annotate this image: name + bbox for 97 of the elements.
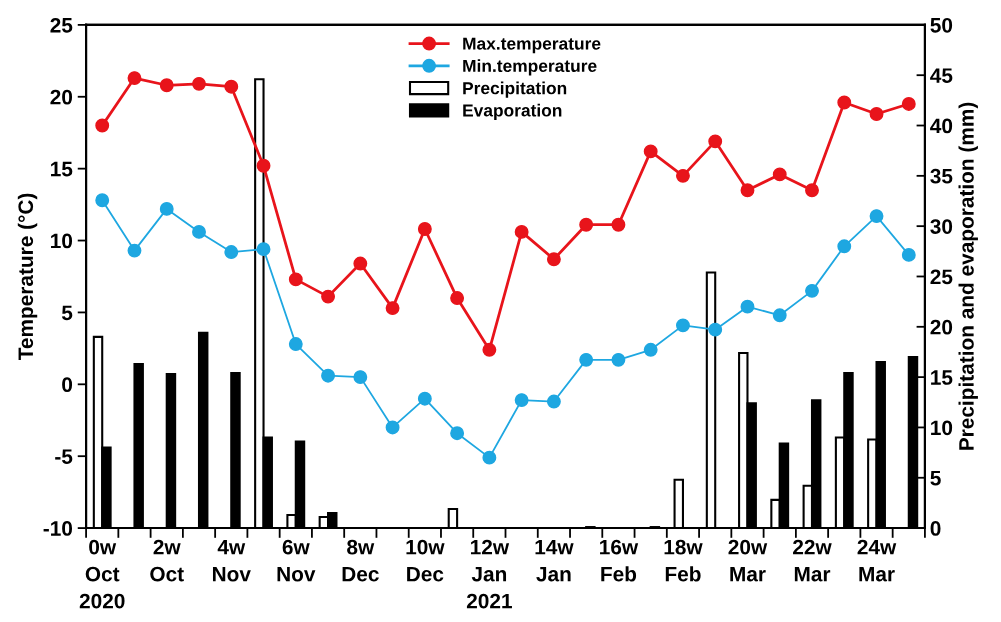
bar [197, 331, 209, 529]
bar [673, 478, 684, 529]
point [482, 342, 497, 357]
point [450, 426, 465, 441]
x-tick-label: 20w Mar [728, 539, 768, 582]
legend-label: Precipitation [463, 81, 567, 98]
point [708, 322, 723, 337]
point [514, 393, 529, 408]
bar [165, 373, 177, 529]
point [192, 224, 206, 239]
point [546, 394, 561, 409]
point [869, 107, 884, 121]
point [546, 252, 561, 267]
y-tick-label: -5 [55, 449, 73, 464]
point [417, 222, 432, 236]
point [805, 183, 819, 198]
legend-label: Evaporation [463, 103, 562, 120]
point [805, 283, 819, 298]
y-tick-label: 20 [50, 89, 73, 105]
y-axis-title: Temperature (°C) [17, 193, 38, 361]
point [676, 318, 690, 333]
legend-label: Min.temperature [463, 59, 597, 76]
point [353, 370, 368, 385]
point [288, 337, 303, 351]
y2-tick-label: 50 [930, 17, 953, 33]
y-tick-label: -10 [43, 521, 73, 536]
point [643, 144, 658, 159]
point [127, 71, 142, 86]
bar [133, 363, 144, 529]
point [869, 209, 884, 224]
point [579, 352, 594, 367]
x-tick-label: 16w Feb [600, 539, 639, 582]
x-tick-label: 6w Nov [277, 539, 316, 582]
point [611, 217, 626, 232]
y2-tick-label: 30 [930, 219, 953, 234]
point [901, 97, 916, 111]
bar [230, 372, 241, 529]
x-tick-label: 4w Nov [212, 539, 251, 582]
y2-tick-label: 10 [931, 420, 953, 436]
x-tick-label: 8w Dec [342, 539, 379, 582]
point [288, 272, 303, 287]
point [740, 299, 755, 314]
legend-label: Max.temperature [463, 37, 601, 54]
y2-tick-label: 0 [930, 521, 941, 536]
point [159, 78, 174, 93]
point [321, 289, 336, 304]
y2-tick-label: 45 [930, 68, 953, 83]
point [95, 193, 110, 208]
point [159, 201, 174, 216]
bar [447, 507, 459, 529]
y-tick-label: 15 [51, 161, 73, 177]
x-tick-label: 18w Feb [664, 539, 703, 582]
point [837, 239, 852, 254]
point [901, 247, 916, 262]
point [256, 158, 271, 173]
x-tick-label: 10w Dec [406, 539, 445, 582]
bar [705, 271, 717, 529]
y2-tick-label: 5 [930, 470, 941, 486]
y-tick-label: 5 [61, 305, 73, 321]
point [579, 217, 594, 232]
point [224, 79, 239, 94]
point [772, 167, 787, 182]
x-tick-label: 2w Oct [150, 539, 184, 582]
y-tick-label: 10 [51, 233, 73, 249]
y2-tick-label: 40 [930, 118, 953, 134]
y2-tick-label: 15 [931, 370, 953, 385]
point [837, 95, 852, 110]
point [643, 342, 658, 357]
y-tick-label: 25 [50, 17, 73, 33]
point [740, 183, 755, 198]
y2-tick-label: 35 [930, 168, 953, 184]
y2-tick-label: 25 [930, 269, 953, 285]
point [353, 256, 368, 271]
point [385, 301, 400, 316]
y2-tick-label: 20 [930, 319, 953, 335]
point [611, 352, 626, 367]
point [192, 76, 206, 91]
point [95, 118, 110, 133]
y2-axis-title: Precipitation and evaporation (mm) [958, 102, 978, 450]
y-tick-label: 0 [62, 377, 73, 393]
point [385, 420, 400, 435]
point [450, 291, 465, 305]
point [772, 308, 787, 323]
x-tick-label: 14w Jan [535, 539, 574, 582]
point [256, 242, 271, 257]
point [708, 134, 723, 149]
point [482, 450, 497, 465]
x-tick-label: 22w Mar [793, 539, 832, 582]
point [321, 368, 336, 383]
x-tick-label: 12w Jan 2021 [466, 539, 512, 609]
x-tick-label: 24w Mar [857, 539, 897, 582]
point [514, 224, 529, 239]
point [417, 391, 432, 406]
point [676, 168, 690, 183]
point [127, 243, 142, 258]
x-tick-label: 0w Oct 2020 [79, 539, 125, 609]
point [224, 245, 239, 259]
